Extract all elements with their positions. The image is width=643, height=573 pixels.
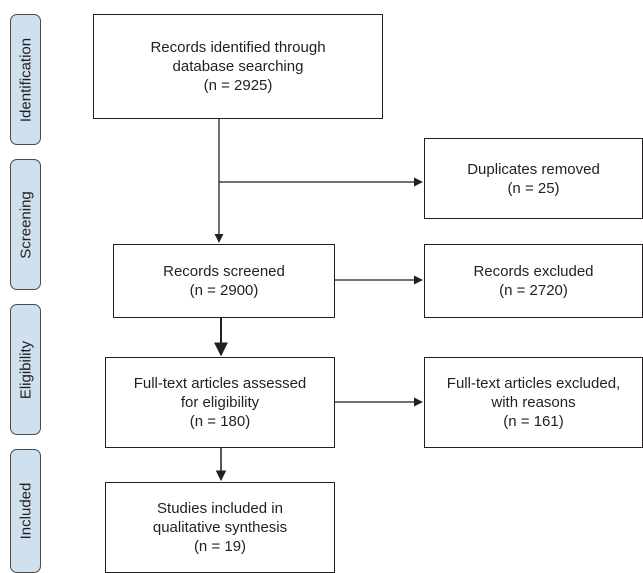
box-full-text-assessed-text: Full-text articles assessed for eligibil…: [133, 375, 307, 430]
phase-screening: Screening: [10, 159, 41, 290]
box-full-text-excluded: Full-text articles excluded, with reason…: [424, 357, 643, 448]
box-duplicates-removed: Duplicates removed (n = 25): [424, 138, 643, 219]
phase-included: Included: [10, 449, 41, 573]
box-records-screened-text: Records screened (n = 2900): [163, 263, 285, 299]
box-duplicates-removed-text: Duplicates removed (n = 25): [467, 160, 600, 197]
box-full-text-assessed: Full-text articles assessed for eligibil…: [105, 357, 335, 448]
phase-eligibility: Eligibility: [10, 304, 41, 435]
box-full-text-excluded-text: Full-text articles excluded, with reason…: [446, 375, 621, 430]
box-records-screened: Records screened (n = 2900): [113, 244, 335, 318]
box-studies-included: Studies included in qualitative synthesi…: [105, 482, 335, 573]
phase-identification: Identification: [10, 14, 41, 145]
box-records-excluded: Records excluded (n = 2720): [424, 244, 643, 318]
box-records-excluded-text: Records excluded (n = 2720): [473, 263, 594, 299]
box-records-identified-text: Records identified through database sear…: [150, 39, 326, 94]
box-records-identified: Records identified through database sear…: [93, 14, 383, 119]
box-studies-included-text: Studies included in qualitative synthesi…: [152, 500, 288, 555]
